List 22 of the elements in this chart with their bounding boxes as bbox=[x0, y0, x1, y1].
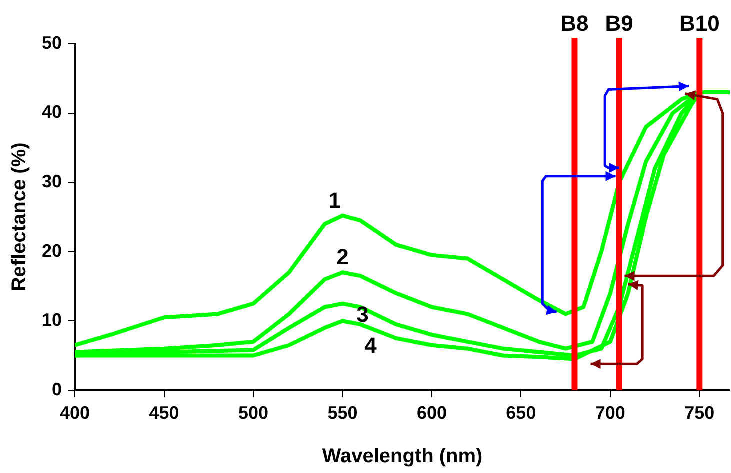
x-tick-label: 700 bbox=[595, 403, 626, 424]
ref-line-label: B9 bbox=[605, 11, 634, 36]
x-tick-label: 500 bbox=[238, 403, 269, 424]
y-tick-label: 50 bbox=[42, 32, 62, 53]
x-tick-label: 750 bbox=[684, 403, 715, 424]
y-tick-label: 10 bbox=[42, 310, 62, 330]
series-label: 4 bbox=[364, 333, 378, 358]
y-tick-label: 30 bbox=[42, 172, 62, 192]
y-axis-title: Reflectance (%) bbox=[8, 142, 31, 292]
y-tick-label: 20 bbox=[42, 240, 62, 261]
series-label: 1 bbox=[328, 188, 341, 213]
x-tick-label: 650 bbox=[506, 403, 536, 424]
x-tick-label: 400 bbox=[60, 403, 90, 424]
x-tick-label: 450 bbox=[149, 403, 180, 424]
series-label: 2 bbox=[336, 244, 349, 270]
ref-line-label: B10 bbox=[679, 11, 720, 36]
ref-line-label: B8 bbox=[560, 11, 589, 36]
x-axis-title: Wavelength (nm) bbox=[322, 446, 483, 468]
y-tick-label: 0 bbox=[52, 379, 62, 400]
y-tick-label: 40 bbox=[42, 102, 62, 122]
x-tick-label: 550 bbox=[328, 403, 358, 424]
x-tick-label: 600 bbox=[416, 403, 447, 424]
